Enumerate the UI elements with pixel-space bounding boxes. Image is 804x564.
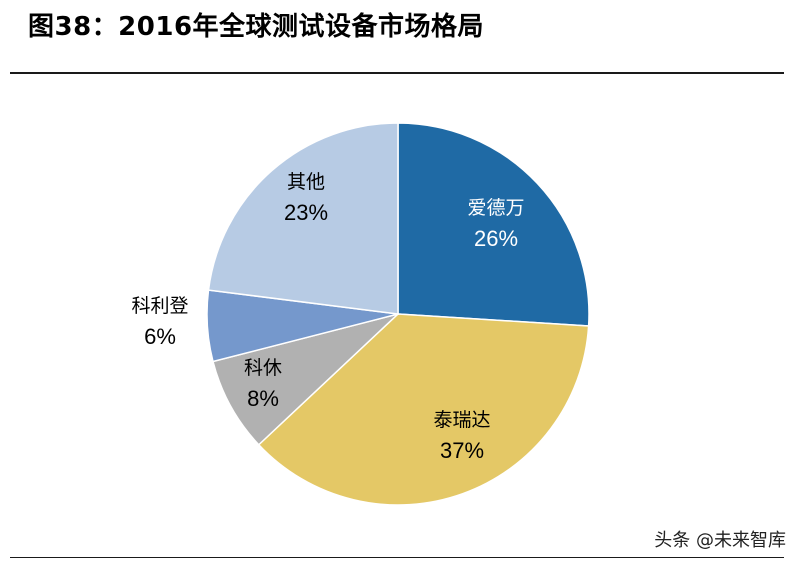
- slice-percent: 37%: [440, 438, 484, 463]
- slice-label: 其他: [287, 171, 325, 193]
- slice-label: 科利登: [131, 295, 188, 317]
- top-rule: [10, 72, 784, 74]
- pie-slice: [397, 122, 590, 327]
- slice-label: 科休: [244, 357, 282, 379]
- bottom-rule: [10, 557, 784, 558]
- slice-percent: 6%: [144, 324, 176, 349]
- slice-label: 爱德万: [467, 197, 524, 219]
- slice-label: 泰瑞达: [433, 409, 490, 431]
- pie-slice: [257, 313, 590, 506]
- slice-percent: 23%: [284, 200, 328, 225]
- pie-slice: [207, 122, 399, 315]
- slice-percent: 8%: [247, 386, 279, 411]
- pie-slice: [212, 313, 399, 446]
- source-watermark: 头条 @未来智库: [654, 530, 786, 551]
- chart-title: 图38：2016年全球测试设备市场格局: [28, 12, 485, 42]
- slice-percent: 26%: [474, 226, 518, 251]
